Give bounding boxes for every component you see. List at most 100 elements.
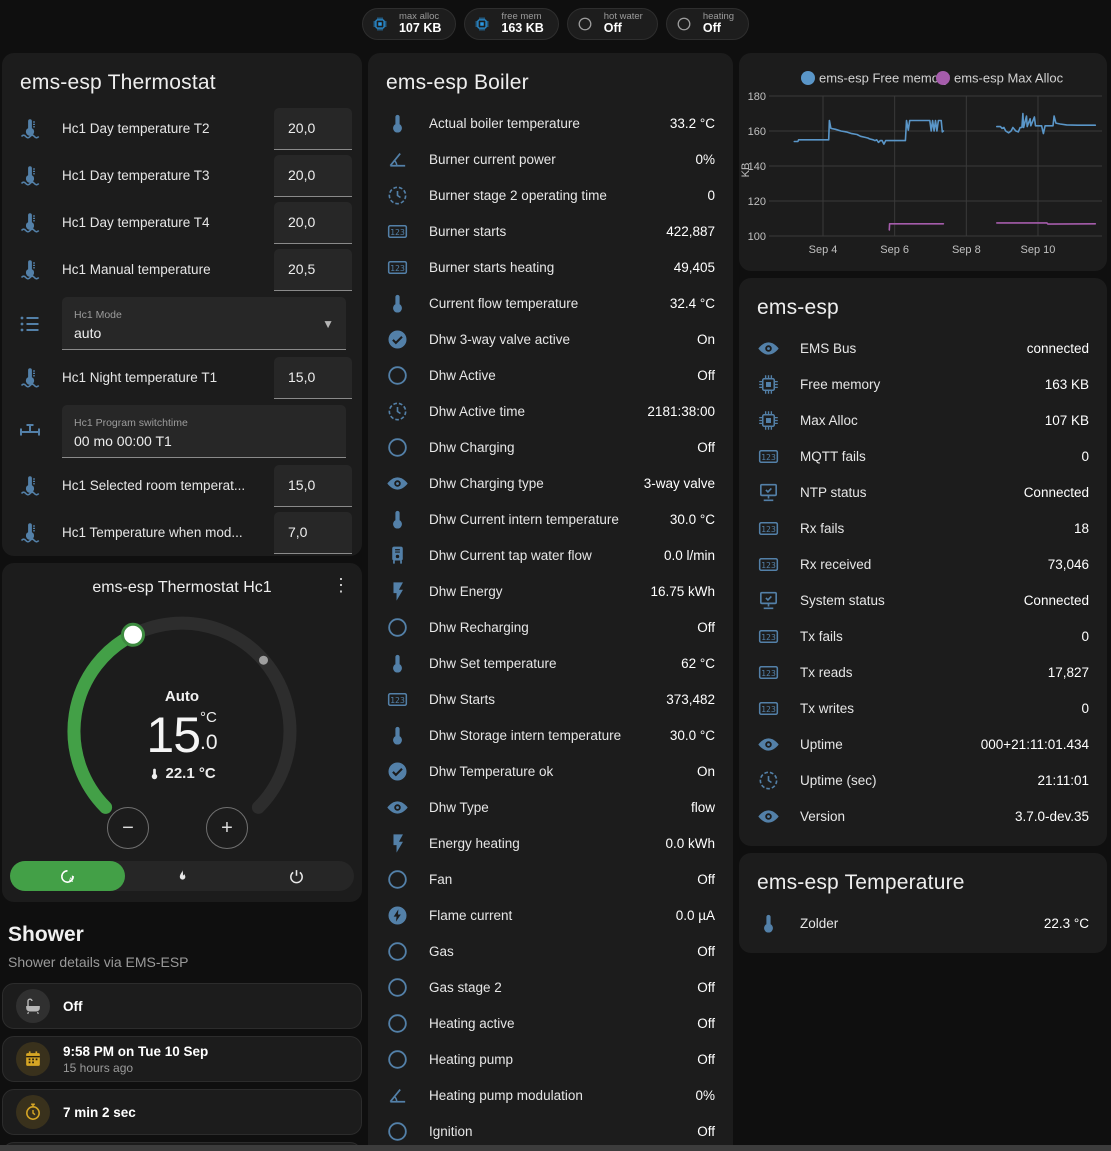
entity-value: 22.3 °C: [1043, 915, 1089, 931]
badge-max-alloc[interactable]: max alloc 107 KB: [361, 8, 457, 40]
number-input[interactable]: 20,0: [274, 201, 352, 244]
entity-row-dhw-set-temperature[interactable]: Dhw Set temperature 62 °C: [368, 645, 733, 681]
target-temperature: 15 °C .0: [2, 706, 362, 764]
thermostat-row-hc1-day-temperature-t3[interactable]: Hc1 Day temperature T3 20,0: [2, 152, 362, 199]
memory-chart-card[interactable]: 100 120 140 160 180 Sep 4 Sep 6 Sep 8 Sep 10 KB em…: [739, 53, 1107, 271]
text-field[interactable]: Hc1 Program switchtime 00 mo 00:00 T1: [62, 405, 346, 458]
thermostat-row-hc1-program-switchtime[interactable]: Hc1 Program switchtime 00 mo 00:00 T1: [2, 401, 362, 462]
entity-row-current-flow-temperature[interactable]: Current flow temperature 32.4 °C: [368, 285, 733, 321]
entity-row-burner-starts[interactable]: 123 Burner starts 422,887: [368, 213, 733, 249]
entity-row-rx-received[interactable]: 123 Rx received 73,046: [739, 546, 1107, 582]
entity-row-dhw-3-way-valve-active[interactable]: Dhw 3-way valve active On: [368, 321, 733, 357]
entity-label: Gas: [429, 943, 454, 959]
number-input[interactable]: 20,5: [274, 248, 352, 291]
entity-row-tx-writes[interactable]: 123 Tx writes 0: [739, 690, 1107, 726]
entity-row-dhw-energy[interactable]: Dhw Energy 16.75 kWh: [368, 573, 733, 609]
dial-handle[interactable]: [121, 622, 145, 647]
entity-row-burner-starts-heating[interactable]: 123 Burner starts heating 49,405: [368, 249, 733, 285]
entity-row-heating-pump-modulation[interactable]: Heating pump modulation 0%: [368, 1077, 733, 1113]
chip-icon: [475, 17, 489, 31]
thermostat-row-hc1-manual-temperature[interactable]: Hc1 Manual temperature 20,5: [2, 246, 362, 293]
thermometer-icon: [393, 654, 402, 673]
entity-row-tx-fails[interactable]: 123 Tx fails 0: [739, 618, 1107, 654]
thermostat-row-hc1-day-temperature-t4[interactable]: Hc1 Day temperature T4 20,0: [2, 199, 362, 246]
entity-row-gas-stage-2[interactable]: Gas stage 2 Off: [368, 969, 733, 1005]
entity-row-ntp-status[interactable]: NTP status Connected: [739, 474, 1107, 510]
entity-row-uptime-sec[interactable]: Uptime (sec) 21:11:01: [739, 762, 1107, 798]
badge-heating[interactable]: heating Off: [665, 8, 750, 40]
more-options-icon[interactable]: ⋮: [332, 575, 350, 595]
thermometer-water-icon: [20, 212, 40, 233]
entity-row-heating-active[interactable]: Heating active Off: [368, 1005, 733, 1041]
number-input[interactable]: 15,0: [274, 356, 352, 399]
number-input[interactable]: 7,0: [274, 511, 352, 554]
badge-free-mem[interactable]: free mem 163 KB: [464, 8, 559, 40]
number-input[interactable]: 20,0: [274, 107, 352, 150]
entity-row-energy-heating[interactable]: Energy heating 0.0 kWh: [368, 825, 733, 861]
hvac-mode-label: Auto: [164, 688, 200, 705]
entity-row-version[interactable]: Version 3.7.0-dev.35: [739, 798, 1107, 834]
entity-row-tx-reads[interactable]: 123 Tx reads 17,827: [739, 654, 1107, 690]
entity-row-dhw-current-tap-water-flow[interactable]: Dhw Current tap water flow 0.0 l/min: [368, 537, 733, 573]
thermostat-card: ems-esp Thermostat Hc1 Day temperature T…: [2, 53, 362, 556]
network-icon: [760, 591, 777, 609]
entity-label: Uptime: [800, 736, 843, 752]
entity-value: On: [696, 331, 715, 347]
mode-heat-button[interactable]: [125, 861, 240, 891]
mode-auto-button[interactable]: A: [10, 861, 125, 891]
entity-row-system-status[interactable]: System status Connected: [739, 582, 1107, 618]
entity-row-dhw-storage-intern-temperature[interactable]: Dhw Storage intern temperature 30.0 °C: [368, 717, 733, 753]
entity-row-burner-stage-2-operating-time[interactable]: Burner stage 2 operating time 0: [368, 177, 733, 213]
entity-value: Off: [697, 367, 715, 383]
thermostat-dial[interactable]: [32, 611, 332, 869]
badge-label: max alloc: [398, 10, 440, 22]
thermostat-row-hc1-mode[interactable]: Hc1 Mode auto ▼: [2, 293, 362, 354]
select-field[interactable]: Hc1 Mode auto ▼: [62, 297, 346, 350]
badge-hot-water[interactable]: hot water Off: [566, 8, 658, 40]
entity-row-burner-current-power[interactable]: Burner current power 0%: [368, 141, 733, 177]
entity-row-dhw-active[interactable]: Dhw Active Off: [368, 357, 733, 393]
entity-row-dhw-type[interactable]: Dhw Type flow: [368, 789, 733, 825]
temp-increase-button[interactable]: +: [206, 807, 248, 849]
shower-row-timer[interactable]: 7 min 2 sec: [2, 1089, 362, 1135]
entity-row-dhw-charging-type[interactable]: Dhw Charging type 3-way valve: [368, 465, 733, 501]
number-input[interactable]: 20,0: [274, 154, 352, 197]
flash-circle-icon: [388, 905, 407, 925]
entity-row-gas[interactable]: Gas Off: [368, 933, 733, 969]
eye-icon: [758, 737, 779, 751]
entity-row-free-memory[interactable]: Free memory 163 KB: [739, 366, 1107, 402]
entity-row-dhw-current-intern-temperature[interactable]: Dhw Current intern temperature 30.0 °C: [368, 501, 733, 537]
temp-decrease-button[interactable]: −: [107, 807, 149, 849]
entity-row-mqtt-fails[interactable]: 123 MQTT fails 0: [739, 438, 1107, 474]
entity-row-dhw-active-time[interactable]: Dhw Active time 2181:38:00: [368, 393, 733, 429]
thermostat-row-hc1-day-temperature-t2[interactable]: Hc1 Day temperature T2 20,0: [2, 105, 362, 152]
entity-row-uptime[interactable]: Uptime 000+21:11:01.434: [739, 726, 1107, 762]
entity-row-flame-current[interactable]: Flame current 0.0 µA: [368, 897, 733, 933]
chip-icon: [373, 17, 387, 31]
entity-row-ems-bus[interactable]: EMS Bus connected: [739, 330, 1107, 366]
entity-row-ignition[interactable]: Ignition Off: [368, 1113, 733, 1149]
entity-row-dhw-charging[interactable]: Dhw Charging Off: [368, 429, 733, 465]
entity-row-actual-boiler-temperature[interactable]: Actual boiler temperature 33.2 °C: [368, 105, 733, 141]
entity-row-max-alloc[interactable]: Max Alloc 107 KB: [739, 402, 1107, 438]
circle-icon: [388, 941, 407, 961]
entity-row-dhw-recharging[interactable]: Dhw Recharging Off: [368, 609, 733, 645]
shower-row-bathtub[interactable]: Off: [2, 983, 362, 1029]
entity-row-zolder[interactable]: Zolder 22.3 °C: [739, 905, 1107, 941]
entity-row-heating-pump[interactable]: Heating pump Off: [368, 1041, 733, 1077]
entity-row-fan[interactable]: Fan Off: [368, 861, 733, 897]
thermostat-row-hc1-temperature-when-mod[interactable]: Hc1 Temperature when mod... 7,0: [2, 509, 362, 556]
number-input[interactable]: 15,0: [274, 464, 352, 507]
entity-value: Off: [697, 1123, 715, 1139]
thermostat-row-hc1-night-temperature-t1[interactable]: Hc1 Night temperature T1 15,0: [2, 354, 362, 401]
entity-row-dhw-starts[interactable]: 123 Dhw Starts 373,482: [368, 681, 733, 717]
entity-row-rx-fails[interactable]: 123 Rx fails 18: [739, 510, 1107, 546]
mode-off-button[interactable]: [239, 861, 354, 891]
shower-row-calendar[interactable]: 9:58 PM on Tue 10 Sep 15 hours ago: [2, 1036, 362, 1082]
thermostat-row-hc1-selected-room-temperat[interactable]: Hc1 Selected room temperat... 15,0: [2, 462, 362, 509]
entity-value: 33.2 °C: [669, 115, 715, 131]
check-circle-icon: [388, 761, 407, 781]
svg-text:123: 123: [390, 262, 405, 272]
entity-row-dhw-temperature-ok[interactable]: Dhw Temperature ok On: [368, 753, 733, 789]
target-temp-fraction: .0: [200, 731, 218, 754]
